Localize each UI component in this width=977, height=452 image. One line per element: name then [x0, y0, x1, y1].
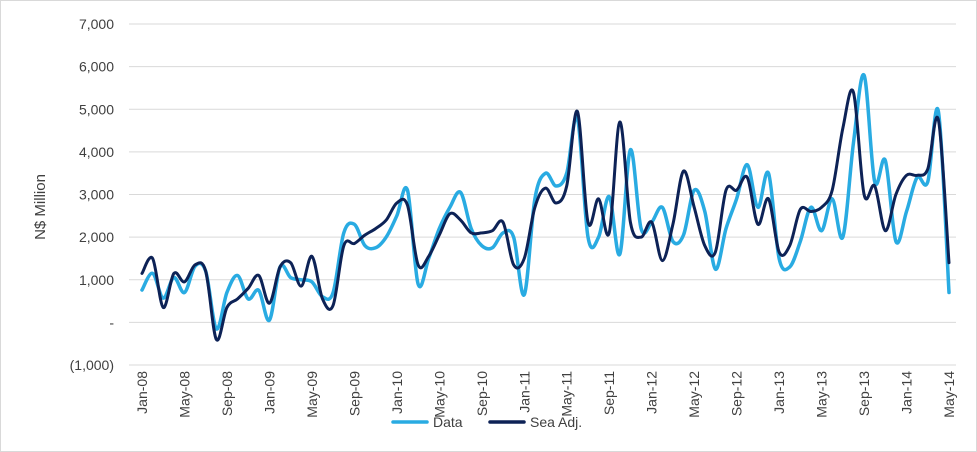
x-tick-label: May-14 — [941, 371, 957, 418]
y-tick-label: 2,000 — [79, 229, 114, 245]
x-tick-label: Jan-11 — [516, 371, 532, 413]
series-line-sea-adj — [140, 88, 951, 342]
x-tick-label: Jan-14 — [899, 371, 915, 414]
x-tick-label: Sep-12 — [729, 371, 745, 416]
y-tick-label: 4,000 — [79, 144, 114, 160]
y-tick-label: 5,000 — [79, 101, 114, 117]
x-tick-label: Jan-13 — [771, 371, 787, 414]
x-tick-label: Jan-10 — [389, 371, 405, 414]
x-tick-label: May-08 — [176, 371, 192, 418]
y-tick-label: - — [109, 314, 114, 330]
series-lines — [140, 73, 951, 342]
x-tick-label: Sep-09 — [346, 371, 362, 416]
x-tick-label: Sep-11 — [601, 371, 617, 415]
x-tick-label: Jan-08 — [134, 371, 150, 414]
x-tick-label: Jan-09 — [261, 371, 277, 414]
x-tick-label: May-11 — [559, 371, 575, 417]
x-tick-label: Sep-08 — [219, 371, 235, 416]
gridlines — [129, 23, 956, 366]
x-tick-label: Jan-12 — [644, 371, 660, 414]
y-tick-label: 1,000 — [79, 272, 114, 288]
legend-label: Data — [433, 414, 463, 430]
x-tick-label: May-13 — [814, 371, 830, 418]
y-tick-label: 7,000 — [79, 16, 114, 32]
y-tick-label: 6,000 — [79, 59, 114, 75]
x-tick-label: May-12 — [686, 371, 702, 418]
x-tick-label: May-09 — [304, 371, 320, 418]
legend-label: Sea Adj. — [530, 414, 582, 430]
y-tick-label: (1,000) — [70, 357, 114, 373]
x-axis-ticks: Jan-08 May-08 Sep-08 Jan-09 May-09 Sep-09 Jan-… — [134, 371, 957, 418]
y-axis-ticks: 7,000 6,000 5,000 4,000 3,000 2,000 1,000 - (1,0… — [70, 16, 115, 373]
legend: Data Sea Adj. — [391, 414, 582, 430]
x-tick-label: Sep-10 — [474, 371, 490, 416]
y-tick-label: 3,000 — [79, 187, 114, 203]
y-axis-title: N$ Million — [32, 174, 49, 240]
x-tick-label: May-10 — [431, 371, 447, 418]
x-tick-label: Sep-13 — [856, 371, 872, 416]
